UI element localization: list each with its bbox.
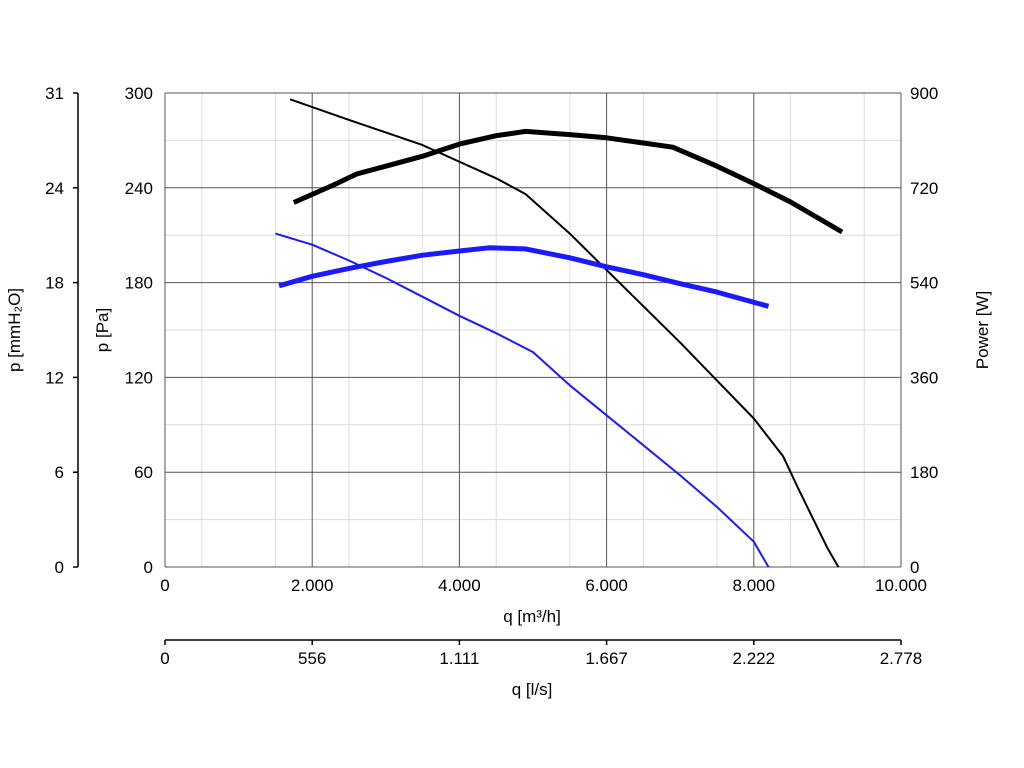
y-axis-right-tick-label: 180 bbox=[910, 463, 938, 482]
x-axis-tick-label: 6.000 bbox=[585, 576, 628, 595]
y-axis-tick-label: 240 bbox=[125, 179, 153, 198]
data-series bbox=[275, 98, 844, 568]
axes bbox=[73, 92, 902, 645]
x-axis-tick-label: 10.000 bbox=[875, 576, 927, 595]
y-axis-right-tick-label: 360 bbox=[910, 368, 938, 387]
y-axis-right-tick-label: 900 bbox=[910, 84, 938, 103]
y-axis-outer-tick-label: 24 bbox=[45, 179, 64, 198]
y-axis-right-tick-label: 720 bbox=[910, 179, 938, 198]
series-line-4 bbox=[278, 245, 770, 309]
minor-gridlines bbox=[165, 93, 901, 567]
y-axis-tick-label: 180 bbox=[125, 274, 153, 293]
x-axis-tick-label: 4.000 bbox=[438, 576, 481, 595]
y-axis-right-tick-label: 540 bbox=[910, 274, 938, 293]
y-axis-right-label: Power [W] bbox=[973, 291, 992, 369]
y-axis-right-tick-label: 0 bbox=[910, 558, 919, 577]
y-axis-tick-label: 60 bbox=[134, 463, 153, 482]
x-axis-tick-label: 8.000 bbox=[733, 576, 776, 595]
x-axis-secondary-label: q [l/s] bbox=[512, 680, 553, 699]
x-axis-tick-label: 0 bbox=[160, 576, 169, 595]
y-axis-label: p [Pa] bbox=[93, 308, 112, 352]
x-axis-secondary-tick-label: 1.667 bbox=[585, 649, 628, 668]
x-axis-secondary-tick-label: 0 bbox=[160, 649, 169, 668]
y-axis-outer-tick-label: 18 bbox=[45, 274, 64, 293]
x-axis-secondary-tick-label: 1.111 bbox=[439, 649, 479, 668]
y-axis-outer-tick-label: 6 bbox=[55, 463, 64, 482]
y-axis-tick-label: 0 bbox=[144, 558, 153, 577]
x-axis-secondary-tick-label: 2.222 bbox=[733, 649, 776, 668]
y-axis-outer-tick-label: 12 bbox=[45, 368, 64, 387]
x-axis-secondary-tick-label: 2.778 bbox=[880, 649, 923, 668]
series-line-2 bbox=[292, 128, 844, 235]
x-axis-secondary-tick-label: 556 bbox=[298, 649, 326, 668]
y-axis-tick-label: 300 bbox=[125, 84, 153, 103]
y-axis-outer-tick-label: 0 bbox=[55, 558, 64, 577]
y-axis-outer-tick-label: 31 bbox=[45, 84, 64, 103]
tick-labels: 0 6 12 18 24 31 0 60 120 180 240 300 0 180 360 540 720 90… bbox=[45, 84, 938, 668]
y-axis-tick-label: 120 bbox=[125, 368, 153, 387]
major-gridlines bbox=[164, 92, 902, 568]
y-axis-outer-label: p [mmH₂O] bbox=[5, 288, 24, 372]
x-axis-label: q [m³/h] bbox=[503, 607, 561, 626]
x-axis-tick-label: 2.000 bbox=[291, 576, 334, 595]
